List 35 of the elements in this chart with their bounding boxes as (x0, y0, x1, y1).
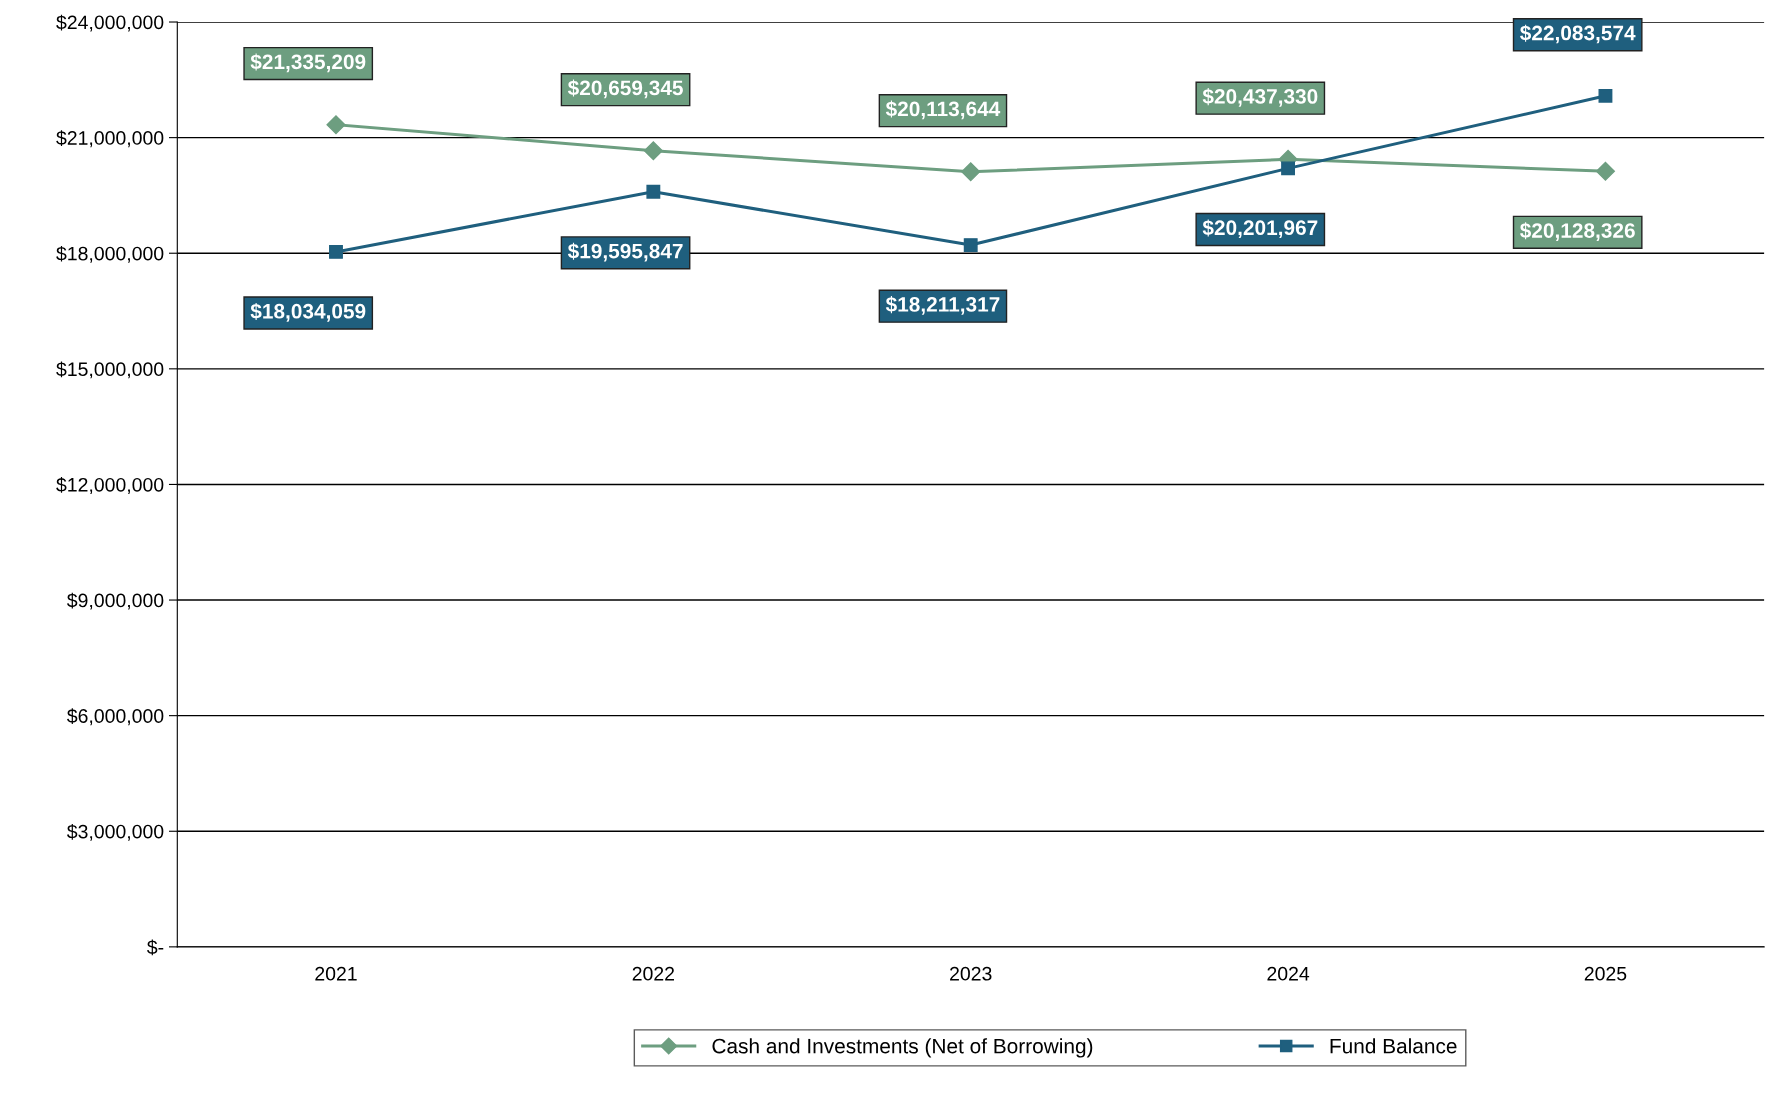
data-label: $18,211,317 (885, 296, 1000, 315)
point (1281, 161, 1296, 176)
y-tick-label: $6,000,000 (67, 708, 164, 726)
y-tick-label: $9,000,000 (67, 592, 164, 610)
point (1595, 161, 1615, 181)
legend-label: Cash and Investments (Net of Borrowing) (712, 1038, 1093, 1058)
point (646, 184, 661, 199)
x-tick-label: 2022 (632, 966, 674, 981)
point (1598, 88, 1613, 103)
x-tick-label: 2023 (950, 966, 992, 981)
y-tick-label: $3,000,000 (67, 823, 164, 841)
legend-label: Fund Balance (1330, 1038, 1457, 1054)
data-label: $20,113,644 (885, 100, 1001, 120)
point (329, 244, 343, 259)
x-tick-label: 2021 (315, 966, 357, 981)
point (961, 162, 981, 182)
y-tick-label: $21,000,000 (56, 130, 164, 148)
x-tick-label: 2025 (1584, 966, 1627, 981)
data-label: $19,595,847 (567, 242, 683, 262)
point (326, 115, 346, 135)
data-label: $20,128,326 (1520, 222, 1635, 241)
data-label: $18,034,059 (250, 302, 366, 322)
y-tick-label: $24,000,000 (56, 14, 164, 32)
y-tick-label: $15,000,000 (56, 361, 164, 379)
data-label: $22,083,574 (1520, 24, 1636, 44)
data-label: $20,201,967 (1202, 219, 1318, 239)
y-tick-label: $12,000,000 (56, 477, 164, 494)
data-label: $20,437,330 (1202, 88, 1318, 107)
data-label: $20,659,345 (567, 79, 683, 99)
y-tick-label: $18,000,000 (56, 245, 164, 263)
point (643, 141, 663, 161)
x-tick-label: 2024 (1267, 966, 1310, 981)
y-tick-label: $- (147, 939, 164, 956)
data-label: $21,335,209 (250, 53, 366, 73)
point (963, 238, 978, 253)
